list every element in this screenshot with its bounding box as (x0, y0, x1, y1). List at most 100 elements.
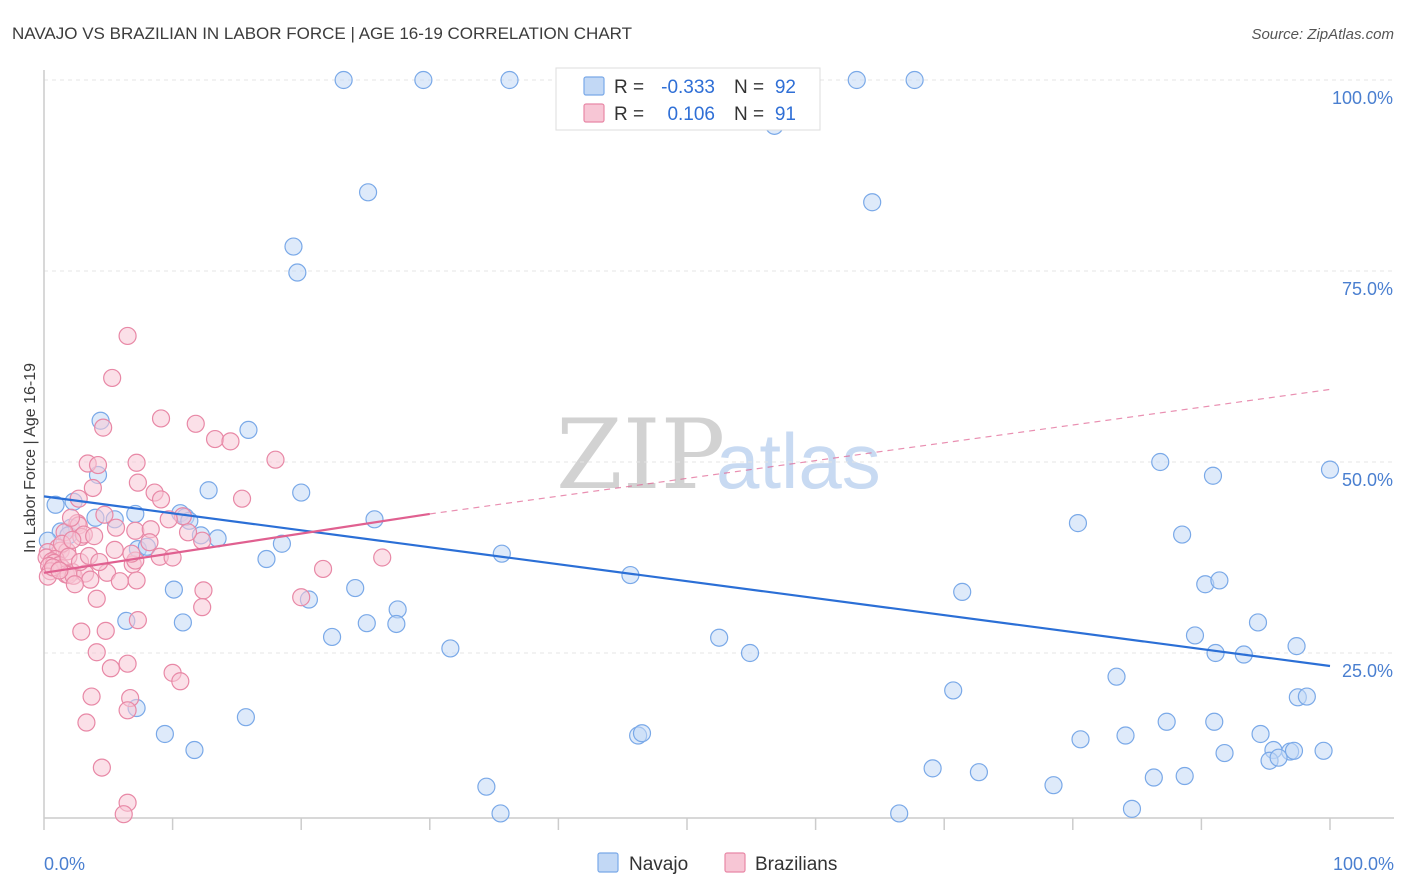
series-legend-label-brazilians: Brazilians (755, 854, 837, 875)
brazilians-point (103, 368, 122, 388)
brazilians-point (171, 672, 190, 691)
brazilians-point (118, 326, 137, 346)
brazilians-point (118, 701, 137, 720)
brazilians-point (118, 654, 137, 673)
brazilians-point (221, 432, 240, 451)
navajo-point (1205, 712, 1224, 731)
series-legend: Navajo Brazilians (597, 852, 837, 875)
brazilians-point (82, 687, 101, 706)
brazilians-point (90, 552, 109, 572)
navajo-point (1185, 626, 1205, 645)
brazilians-point (313, 559, 333, 579)
brazilians-point (292, 588, 311, 607)
navajo-point (500, 70, 519, 90)
brazilians-point (178, 523, 198, 542)
navajo-point (863, 193, 882, 212)
series-legend-swatch-navajo (597, 852, 619, 873)
chart-title: NAVAJO VS BRAZILIAN IN LABOR FORCE | AGE… (12, 24, 632, 43)
y-tick-label: 100.0% (1332, 88, 1393, 108)
stats-legend: R = -0.333 N = 92 R = 0.106 N = 91 (555, 67, 821, 131)
brazilians-point (96, 621, 115, 640)
navajo-point (1173, 525, 1192, 544)
navajo-point (969, 763, 989, 782)
navajo-point (272, 534, 292, 553)
navajo-point (1116, 726, 1135, 745)
brazilians-point (128, 473, 147, 492)
navajo-point (1151, 452, 1170, 472)
brazilians-point (92, 758, 111, 777)
brazilians-point (110, 572, 129, 591)
navajo-point (1203, 466, 1223, 485)
brazilians-point (72, 622, 91, 641)
navajo-point (953, 582, 972, 601)
brazilians-point (373, 548, 392, 567)
navajo-point (1251, 724, 1270, 744)
brazilians-point (101, 659, 120, 678)
navajo-point (322, 627, 342, 647)
brazilians-trend-line (43, 512, 430, 574)
brazilians-point (85, 527, 104, 546)
brazilians-point (95, 505, 114, 524)
navajo-point (1044, 776, 1063, 795)
brazilians-point (77, 713, 96, 732)
brazilians-point (61, 508, 81, 527)
legend-swatch-brazilians (583, 103, 605, 123)
navajo-point (1071, 730, 1090, 749)
navajo-point (334, 70, 353, 90)
y-tick-label: 50.0% (1342, 470, 1393, 490)
watermark: ZIP atlas (556, 399, 881, 511)
brazilians-point (87, 643, 106, 662)
navajo-point (173, 613, 192, 632)
brazilians-point (151, 409, 171, 428)
x-tick-marks (43, 818, 1331, 830)
navajo-point (1122, 799, 1142, 818)
navajo-point (847, 70, 866, 90)
navajo-point (905, 70, 924, 90)
navajo-trend-line (43, 495, 1331, 668)
y-tick-label: 25.0% (1342, 661, 1393, 681)
brazilians-point (232, 489, 252, 508)
navajo-point (1284, 741, 1304, 760)
x-tick-label-right: 100.0% (1333, 854, 1394, 874)
navajo-point (1287, 637, 1306, 656)
brazilians-point (194, 581, 213, 600)
chart-source: Source: ZipAtlas.com (1251, 26, 1394, 43)
navajo-point (1144, 768, 1163, 787)
brazilians-point (126, 521, 145, 540)
navajo-point (288, 263, 307, 282)
trend-lines (43, 388, 1331, 668)
navajo-point (1269, 748, 1288, 767)
x-tick-label-left: 0.0% (44, 854, 85, 874)
brazilians-point (83, 478, 102, 498)
navajo-point (492, 544, 511, 563)
navajo-point (1206, 643, 1225, 663)
navajo-point (890, 804, 909, 823)
navajo-point (284, 237, 303, 256)
navajo-point (357, 614, 376, 633)
navajo-point (477, 777, 496, 796)
legend-r-value-navajo: -0.333 (661, 77, 715, 98)
brazilians-point (127, 571, 146, 590)
legend-n-value-navajo: 92 (775, 77, 796, 98)
navajo-point (1068, 514, 1088, 533)
brazilians-point (94, 418, 113, 437)
watermark-atlas: atlas (716, 417, 881, 505)
watermark-zip: ZIP (556, 399, 725, 511)
navajo-point (346, 578, 365, 598)
y-tick-label: 75.0% (1342, 279, 1393, 299)
brazilians-point (127, 453, 146, 472)
navajo-point (292, 483, 311, 502)
navajo-point (491, 804, 510, 823)
brazilians-point (266, 450, 285, 469)
legend-n-label-navajo: N = (734, 77, 764, 98)
navajo-point (199, 481, 218, 500)
brazilians-point (87, 589, 106, 608)
series-legend-swatch-brazilians (724, 852, 746, 873)
navajo-point (46, 495, 65, 514)
data-points (37, 70, 1340, 824)
navajo-point (239, 420, 258, 440)
navajo-point (923, 759, 942, 778)
legend-r-value-brazilians: 0.106 (667, 104, 715, 125)
legend-n-label-brazilians: N = (734, 104, 764, 125)
navajo-point (387, 614, 406, 634)
